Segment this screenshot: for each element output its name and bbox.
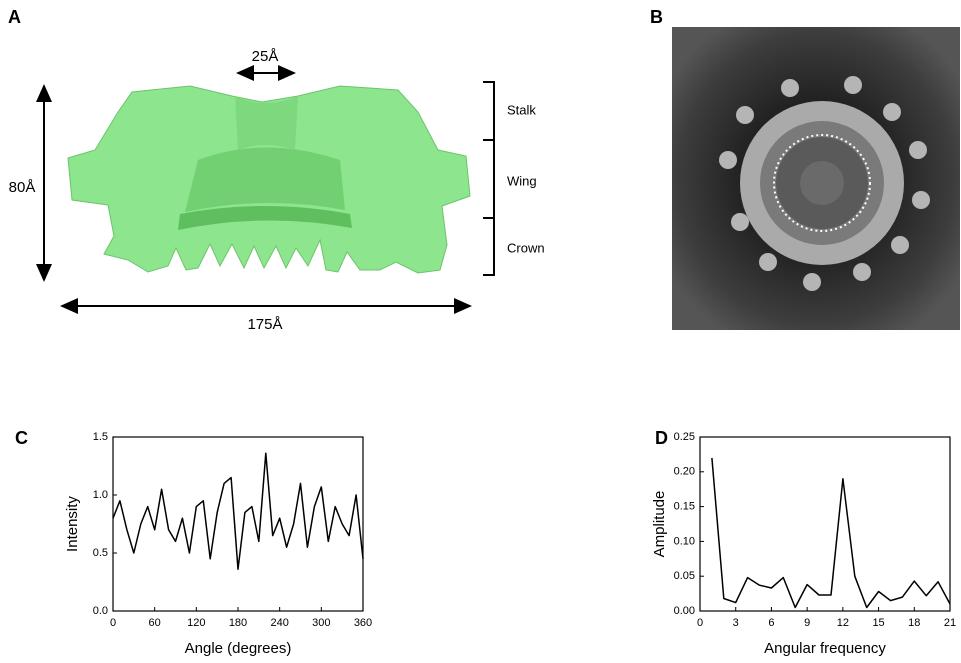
y-tick-label: 0.05 [674,570,695,582]
region-bracket [483,81,495,276]
x-tick-label: 21 [944,617,956,629]
x-tick-label: 120 [187,617,205,629]
region-label: Crown [507,240,545,255]
x-tick-label: 15 [872,617,884,629]
x-tick-label: 180 [229,617,247,629]
x-tick-label: 240 [270,617,288,629]
panel-label: C [15,428,28,448]
y-tick-label: 1.5 [93,431,108,443]
em-image [672,27,960,330]
x-tick-label: 60 [149,617,161,629]
x-tick-label: 12 [837,617,849,629]
data-line [112,452,364,570]
x-tick-label: 18 [908,617,920,629]
y-tick-label: 1.0 [93,489,108,501]
y-tick-label: 0.20 [674,466,695,478]
panel-label: A [8,7,21,27]
data-line [711,457,951,609]
y-tick-label: 0.00 [674,605,695,617]
plot-frame [699,436,951,612]
y-tick-label: 0.10 [674,535,695,547]
x-tick-label: 3 [733,617,739,629]
y-axis-label: Intensity [64,496,81,552]
x-axis-label: Angle (degrees) [185,640,292,657]
structure-surface [67,85,471,274]
panel-label: D [655,428,668,448]
x-tick-label: 6 [768,617,774,629]
y-tick-label: 0.25 [674,431,695,443]
x-tick-label: 360 [354,617,372,629]
dimension-label: 175Å [247,316,282,333]
x-tick-label: 0 [110,617,116,629]
y-axis-label: Amplitude [651,491,668,558]
panel-label: B [650,7,663,27]
region-label: Stalk [507,102,536,117]
x-tick-label: 0 [697,617,703,629]
x-axis-label: Angular frequency [764,640,886,657]
x-tick-label: 9 [804,617,810,629]
dimension-label: 80Å [9,179,36,196]
dimension-label: 25Å [252,48,279,65]
y-tick-label: 0.0 [93,605,108,617]
y-tick-label: 0.15 [674,501,695,513]
region-label: Wing [507,173,537,188]
x-tick-label: 300 [312,617,330,629]
y-tick-label: 0.5 [93,547,108,559]
